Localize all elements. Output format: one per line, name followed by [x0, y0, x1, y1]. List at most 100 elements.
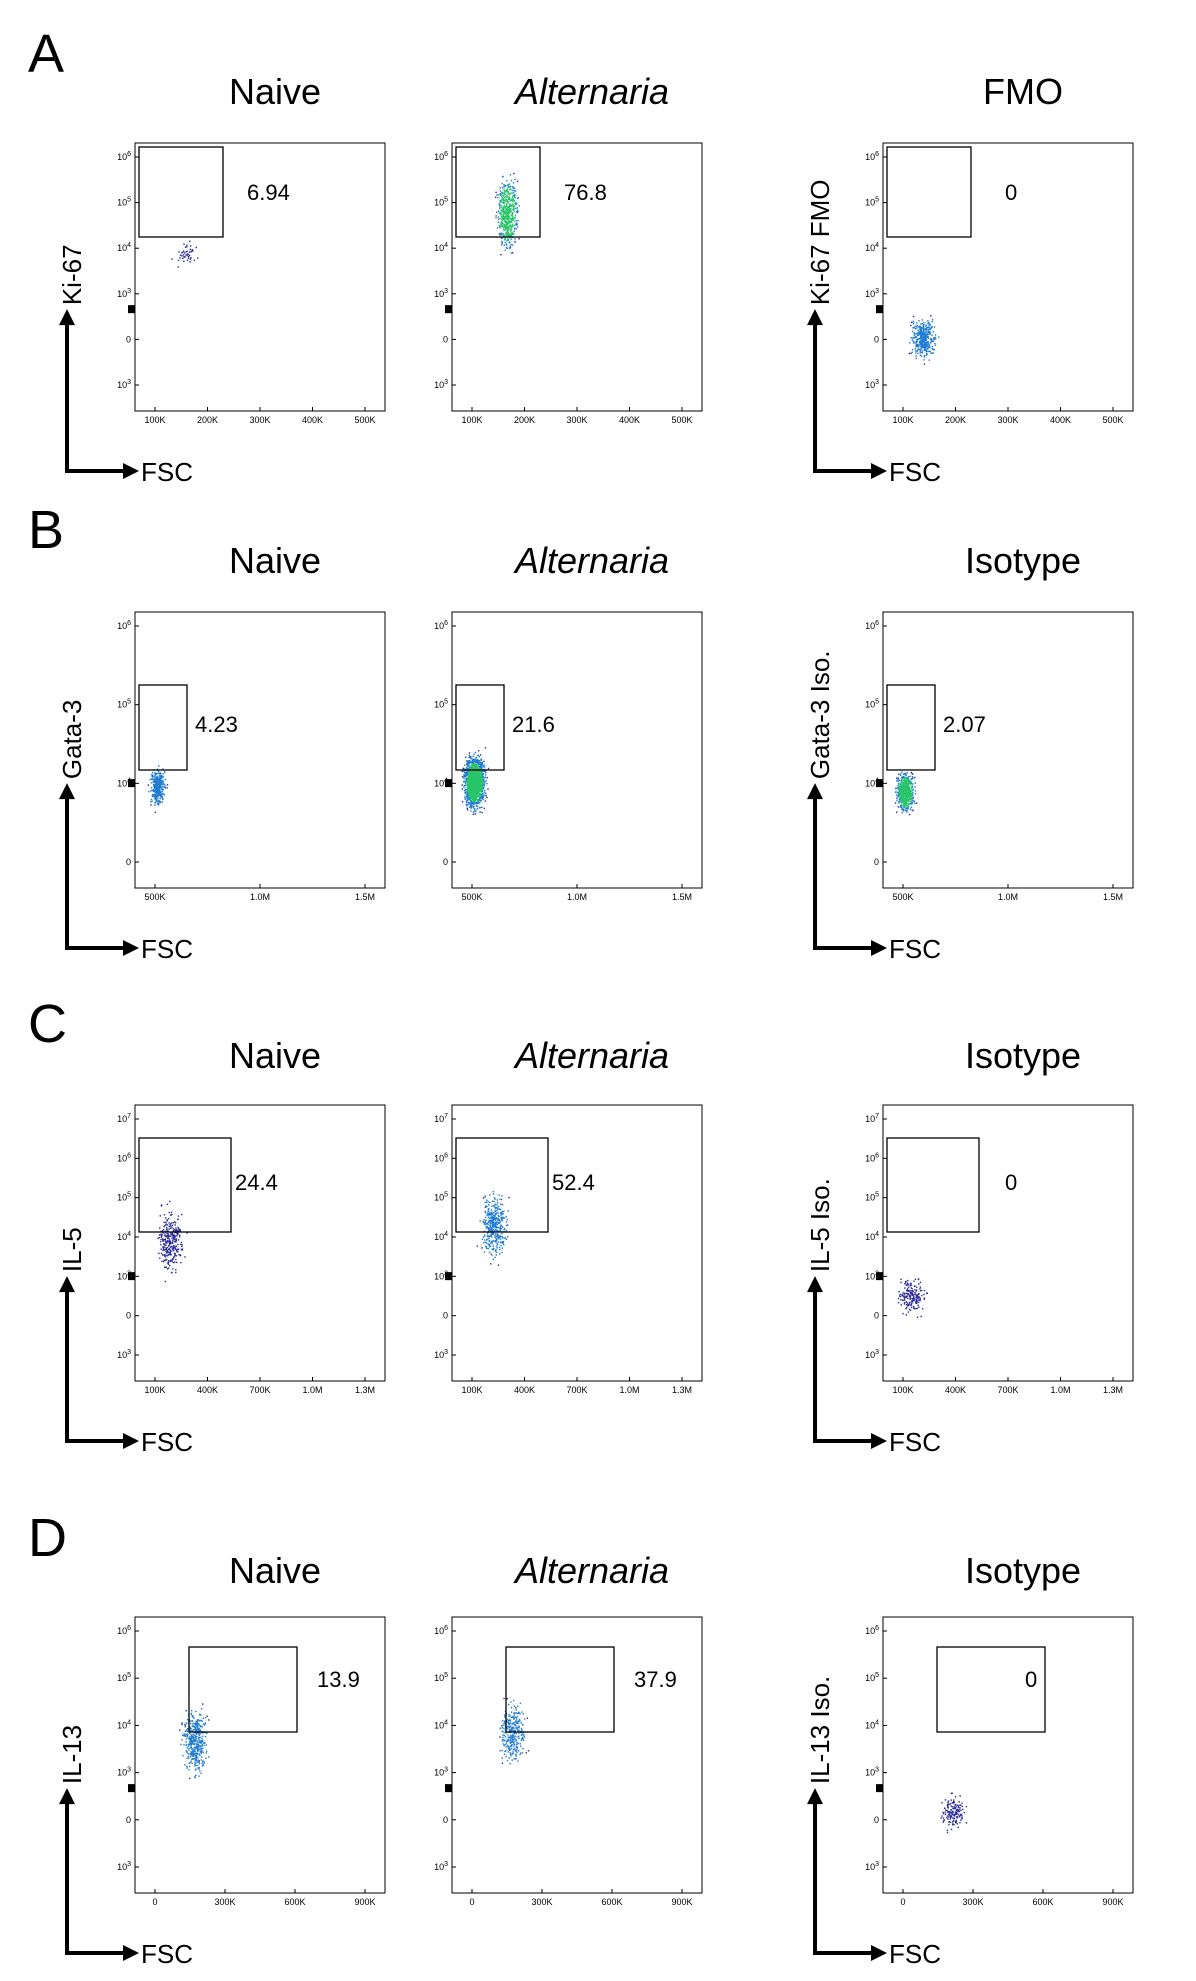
event-dot — [907, 1297, 909, 1300]
plot-frame — [134, 611, 386, 889]
event-dot — [501, 1225, 503, 1227]
event-dot — [517, 220, 519, 222]
event-dot — [490, 1241, 493, 1243]
event-dot — [498, 207, 501, 209]
event-dot — [482, 795, 484, 798]
event-dot — [516, 226, 519, 228]
event-dot — [476, 776, 478, 779]
event-dot — [490, 1217, 492, 1219]
event-dot — [474, 800, 477, 803]
event-dot — [169, 1223, 172, 1225]
event-dot — [481, 790, 484, 793]
y-tick-label: 106 — [865, 151, 879, 162]
event-dot — [490, 1213, 492, 1215]
event-dot — [902, 775, 905, 778]
event-dot — [171, 1237, 173, 1239]
event-dot — [510, 235, 512, 237]
event-dot — [487, 1235, 490, 1238]
event-dot — [904, 785, 906, 787]
event-dot — [475, 775, 478, 778]
x-tick-label: 200K — [945, 415, 966, 425]
event-dot — [171, 1226, 173, 1229]
event-dot — [514, 196, 516, 199]
event-dot — [923, 337, 926, 339]
event-dot — [165, 1241, 167, 1243]
event-dot — [169, 1233, 172, 1235]
event-dot — [169, 1253, 171, 1255]
event-dot — [159, 791, 162, 793]
event-dot — [919, 332, 921, 334]
event-dot — [504, 211, 506, 213]
event-dot — [169, 1242, 171, 1244]
event-dot — [484, 1221, 486, 1223]
event-dot — [468, 756, 470, 759]
y-tick-label: 105 — [117, 197, 131, 208]
event-dot — [153, 793, 156, 796]
event-dot — [164, 771, 166, 773]
event-dot — [920, 330, 923, 333]
event-dot — [154, 795, 156, 798]
event-dot — [471, 781, 473, 783]
event-dot — [473, 774, 475, 777]
event-dot — [506, 194, 508, 196]
event-dot — [477, 778, 479, 781]
event-dot — [164, 785, 167, 787]
event-dot — [906, 1292, 908, 1295]
event-dot — [473, 803, 475, 805]
event-dot — [505, 211, 507, 213]
event-dot — [464, 791, 466, 794]
event-dot — [915, 1290, 918, 1292]
plot-frame — [882, 1104, 1134, 1382]
event-dot — [496, 1242, 498, 1245]
event-dot — [473, 786, 476, 788]
event-dot — [468, 754, 471, 756]
event-dot — [896, 795, 899, 797]
event-dot — [502, 1241, 504, 1244]
event-dot — [470, 800, 472, 802]
event-dot — [472, 806, 475, 809]
event-dot — [502, 208, 504, 210]
x-tick-label: 400K — [302, 415, 323, 425]
event-dot — [169, 1224, 171, 1226]
event-dot — [514, 223, 517, 225]
event-dot — [929, 350, 931, 353]
plot-c-3: Isotype1071061051041030103100K400K700K1.… — [805, 1035, 1134, 1457]
event-dot — [501, 209, 504, 211]
event-dot — [928, 321, 930, 324]
event-dot — [157, 792, 159, 795]
event-dot — [497, 1235, 500, 1237]
event-dot — [500, 254, 502, 256]
event-dot — [929, 327, 931, 329]
event-dot — [908, 787, 911, 789]
event-dot — [507, 1210, 509, 1212]
event-dot — [482, 796, 484, 799]
event-dot — [490, 1220, 492, 1222]
event-dot — [913, 1299, 915, 1301]
event-dot — [473, 797, 475, 800]
event-dot — [902, 788, 904, 791]
event-dot — [487, 1227, 490, 1229]
y-tick-label: 104 — [865, 1231, 879, 1242]
event-dot — [923, 348, 926, 350]
event-dot — [171, 1259, 173, 1261]
event-dot — [154, 775, 156, 778]
event-dot — [473, 789, 475, 791]
event-dot — [164, 787, 167, 789]
event-dot — [162, 768, 164, 770]
event-dot — [164, 1239, 166, 1241]
plot-c-1: Naive1071061051041030103100K400K700K1.0M… — [57, 1035, 386, 1457]
event-dot — [900, 792, 902, 794]
event-dot — [482, 775, 484, 778]
event-dot — [161, 782, 163, 784]
event-dot — [495, 1251, 498, 1254]
event-dot — [158, 782, 161, 785]
event-dot — [477, 798, 480, 801]
event-dot — [472, 766, 474, 769]
event-dot — [158, 800, 161, 803]
event-dot — [467, 768, 469, 770]
event-dot — [510, 204, 513, 207]
event-dot — [478, 807, 481, 809]
event-dot — [503, 192, 506, 195]
event-dot — [480, 784, 482, 786]
y-tick-label: 0 — [443, 334, 448, 344]
